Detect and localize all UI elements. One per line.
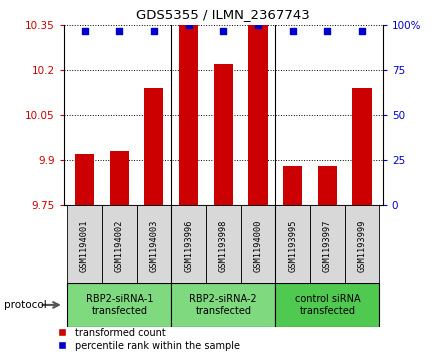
Text: protocol: protocol (4, 300, 47, 310)
Text: GSM1193997: GSM1193997 (323, 219, 332, 272)
FancyBboxPatch shape (310, 205, 345, 283)
FancyBboxPatch shape (345, 205, 379, 283)
Point (185, 23, 192, 28)
FancyBboxPatch shape (67, 205, 102, 283)
Text: GSM1194003: GSM1194003 (150, 219, 158, 272)
Text: GSM1194000: GSM1194000 (253, 219, 263, 272)
Text: GSM1193999: GSM1193999 (357, 219, 367, 272)
Bar (249, 25, 268, 205)
Bar (67, 283, 171, 327)
Point (81, 28, 88, 34)
Point (150, 28, 158, 34)
Text: GSM1193995: GSM1193995 (288, 219, 297, 272)
FancyBboxPatch shape (275, 205, 310, 283)
Bar (75, 154, 94, 205)
Text: GSM1194001: GSM1194001 (80, 219, 89, 272)
Text: GSM1193996: GSM1193996 (184, 219, 193, 272)
Legend: transformed count, percentile rank within the sample: transformed count, percentile rank withi… (49, 324, 244, 355)
FancyBboxPatch shape (102, 205, 136, 283)
FancyBboxPatch shape (171, 205, 206, 283)
Bar (179, 25, 198, 205)
Text: RBP2-siRNA-2
transfected: RBP2-siRNA-2 transfected (190, 294, 257, 316)
Text: RBP2-siRNA-1
transfected: RBP2-siRNA-1 transfected (85, 294, 153, 316)
Bar (283, 166, 302, 205)
FancyBboxPatch shape (206, 205, 241, 283)
FancyBboxPatch shape (241, 205, 275, 283)
Text: GSM1194002: GSM1194002 (115, 219, 124, 272)
Point (254, 23, 261, 28)
Text: GSM1193998: GSM1193998 (219, 219, 228, 272)
Point (289, 28, 296, 34)
Bar (275, 283, 379, 327)
Bar (144, 88, 164, 205)
Title: GDS5355 / ILMN_2367743: GDS5355 / ILMN_2367743 (136, 8, 310, 21)
Point (220, 28, 227, 34)
Text: control siRNA
transfected: control siRNA transfected (294, 294, 360, 316)
Bar (214, 64, 233, 205)
Bar (318, 166, 337, 205)
Point (324, 28, 331, 34)
Point (359, 28, 366, 34)
Bar (110, 151, 129, 205)
Bar (352, 88, 371, 205)
Point (116, 28, 123, 34)
Bar (171, 283, 275, 327)
FancyBboxPatch shape (136, 205, 171, 283)
